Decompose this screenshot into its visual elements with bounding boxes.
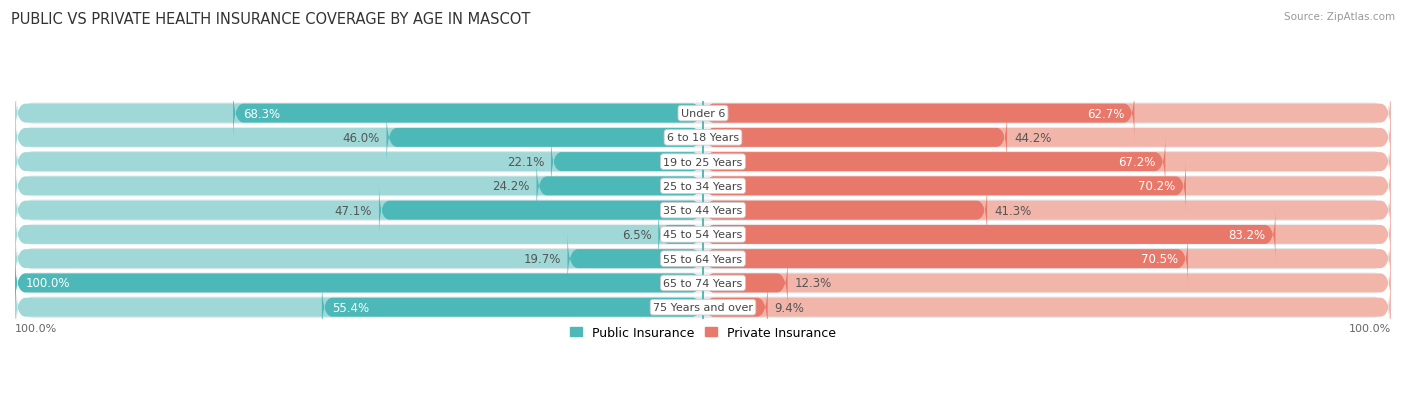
Text: Source: ZipAtlas.com: Source: ZipAtlas.com [1284,12,1395,22]
FancyBboxPatch shape [15,65,1391,163]
FancyBboxPatch shape [658,208,703,262]
FancyBboxPatch shape [703,256,1391,310]
Text: 70.5%: 70.5% [1140,253,1178,266]
Text: 9.4%: 9.4% [775,301,804,314]
FancyBboxPatch shape [703,280,1391,334]
FancyBboxPatch shape [322,280,703,334]
FancyBboxPatch shape [15,208,703,262]
FancyBboxPatch shape [703,159,1391,213]
Text: 55 to 64 Years: 55 to 64 Years [664,254,742,264]
FancyBboxPatch shape [703,159,1187,213]
Text: 47.1%: 47.1% [335,204,373,217]
Text: 12.3%: 12.3% [794,277,832,290]
FancyBboxPatch shape [703,232,1391,286]
FancyBboxPatch shape [15,234,1391,332]
FancyBboxPatch shape [703,111,1007,165]
FancyBboxPatch shape [15,186,1391,284]
FancyBboxPatch shape [15,159,703,213]
FancyBboxPatch shape [537,159,703,213]
FancyBboxPatch shape [703,184,1391,237]
FancyBboxPatch shape [15,280,703,334]
FancyBboxPatch shape [15,87,703,141]
FancyBboxPatch shape [15,89,1391,187]
Text: 25 to 34 Years: 25 to 34 Years [664,181,742,191]
FancyBboxPatch shape [703,135,1391,189]
Text: 65 to 74 Years: 65 to 74 Years [664,278,742,288]
Text: 100.0%: 100.0% [25,277,70,290]
FancyBboxPatch shape [703,280,768,334]
Text: 6.5%: 6.5% [621,228,651,241]
FancyBboxPatch shape [233,87,703,141]
FancyBboxPatch shape [703,256,787,310]
Text: 45 to 54 Years: 45 to 54 Years [664,230,742,240]
FancyBboxPatch shape [15,138,1391,235]
Text: 44.2%: 44.2% [1014,131,1052,145]
Text: 67.2%: 67.2% [1118,156,1154,169]
FancyBboxPatch shape [703,184,987,237]
Text: 22.1%: 22.1% [506,156,544,169]
FancyBboxPatch shape [15,259,1391,356]
FancyBboxPatch shape [15,135,703,189]
FancyBboxPatch shape [703,208,1391,262]
Text: 35 to 44 Years: 35 to 44 Years [664,206,742,216]
Legend: Public Insurance, Private Insurance: Public Insurance, Private Insurance [565,321,841,344]
FancyBboxPatch shape [15,184,703,237]
FancyBboxPatch shape [15,210,1391,308]
Text: 70.2%: 70.2% [1139,180,1175,193]
Text: 6 to 18 Years: 6 to 18 Years [666,133,740,143]
FancyBboxPatch shape [703,232,1188,286]
FancyBboxPatch shape [703,111,1391,165]
Text: 19.7%: 19.7% [523,253,561,266]
Text: 24.2%: 24.2% [492,180,530,193]
Text: PUBLIC VS PRIVATE HEALTH INSURANCE COVERAGE BY AGE IN MASCOT: PUBLIC VS PRIVATE HEALTH INSURANCE COVER… [11,12,530,27]
Text: 75 Years and over: 75 Years and over [652,302,754,312]
Text: 83.2%: 83.2% [1227,228,1265,241]
Text: Under 6: Under 6 [681,109,725,119]
Text: 100.0%: 100.0% [15,323,58,333]
Text: 62.7%: 62.7% [1087,107,1123,120]
Text: 68.3%: 68.3% [243,107,281,120]
FancyBboxPatch shape [380,184,703,237]
FancyBboxPatch shape [15,256,703,310]
Text: 46.0%: 46.0% [343,131,380,145]
Text: 55.4%: 55.4% [332,301,370,314]
FancyBboxPatch shape [703,208,1275,262]
FancyBboxPatch shape [15,232,703,286]
Text: 19 to 25 Years: 19 to 25 Years [664,157,742,167]
FancyBboxPatch shape [703,135,1166,189]
FancyBboxPatch shape [15,256,703,310]
FancyBboxPatch shape [551,135,703,189]
FancyBboxPatch shape [15,113,1391,211]
Text: 100.0%: 100.0% [1348,323,1391,333]
FancyBboxPatch shape [15,162,1391,259]
FancyBboxPatch shape [387,111,703,165]
FancyBboxPatch shape [568,232,703,286]
FancyBboxPatch shape [703,87,1135,141]
FancyBboxPatch shape [15,111,703,165]
Text: 41.3%: 41.3% [994,204,1031,217]
FancyBboxPatch shape [703,87,1391,141]
